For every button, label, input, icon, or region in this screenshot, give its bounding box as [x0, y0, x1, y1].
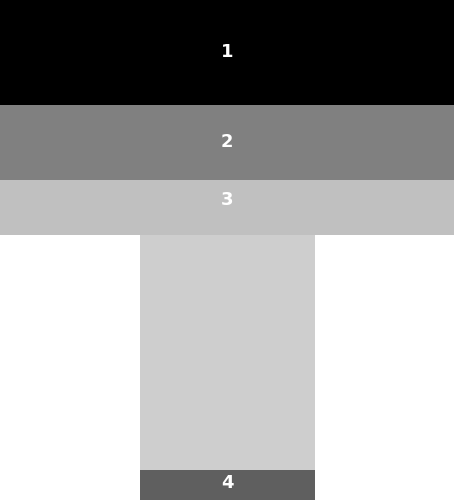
Text: 2: 2	[221, 133, 233, 151]
Text: 4: 4	[221, 474, 233, 492]
Bar	[0, 0, 454, 105]
Bar	[0, 180, 454, 235]
Text: 1: 1	[221, 43, 233, 61]
Bar	[140, 470, 315, 500]
Bar	[0, 105, 454, 180]
Bar	[140, 235, 315, 470]
Text: 3: 3	[221, 191, 233, 209]
